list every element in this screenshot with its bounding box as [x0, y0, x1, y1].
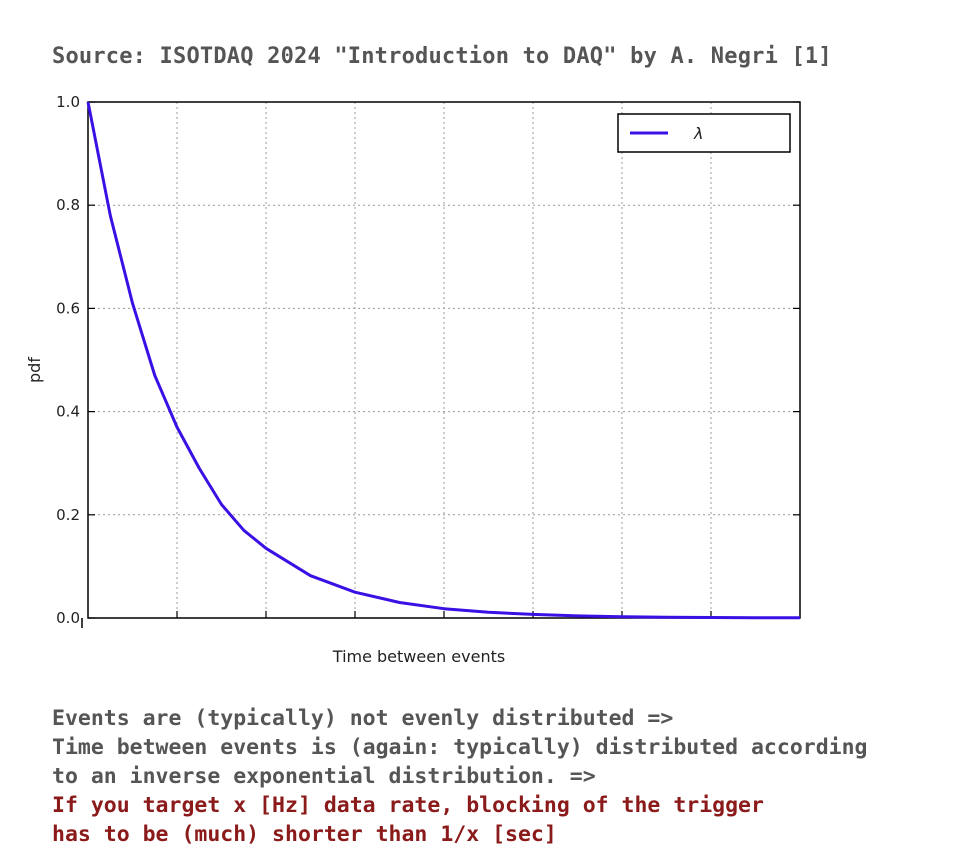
y-tick-label: 0.6	[56, 299, 80, 317]
y-tick-label: 0.0	[56, 609, 80, 627]
y-ticks: 0.0 0.2 0.4 0.6 0.8 1.0	[56, 93, 800, 627]
pdf-chart: 0.0 0.2 0.4 0.6 0.8 1.0 λ Time between events…	[25, 93, 801, 666]
y-axis-label: pdf	[25, 357, 44, 383]
legend: λ	[617, 113, 791, 153]
y-tick-label: 1.0	[56, 93, 80, 111]
note-line-5: has to be (much) shorter than 1/x [sec]	[52, 822, 557, 847]
legend-label: λ	[693, 124, 703, 143]
note-line-2: Time between events is (again: typically…	[52, 735, 868, 760]
plot-frame	[87, 101, 801, 619]
source-caption: Source: ISOTDAQ 2024 "Introduction to DA…	[52, 44, 832, 69]
y-tick-label: 0.8	[56, 196, 80, 214]
explanation-notes: Events are (typically) not evenly distri…	[52, 704, 867, 849]
note-line-1: Events are (typically) not evenly distri…	[52, 706, 674, 731]
note-line-4: If you target x [Hz] data rate, blocking…	[52, 793, 764, 818]
series-lambda-line	[86, 101, 801, 620]
x-axis-label: Time between events	[332, 647, 505, 666]
y-tick-label: 0.2	[56, 506, 80, 524]
note-line-3: to an inverse exponential distribution. …	[52, 764, 596, 789]
y-tick-label: 0.4	[56, 403, 80, 421]
grid-lines	[88, 102, 800, 618]
